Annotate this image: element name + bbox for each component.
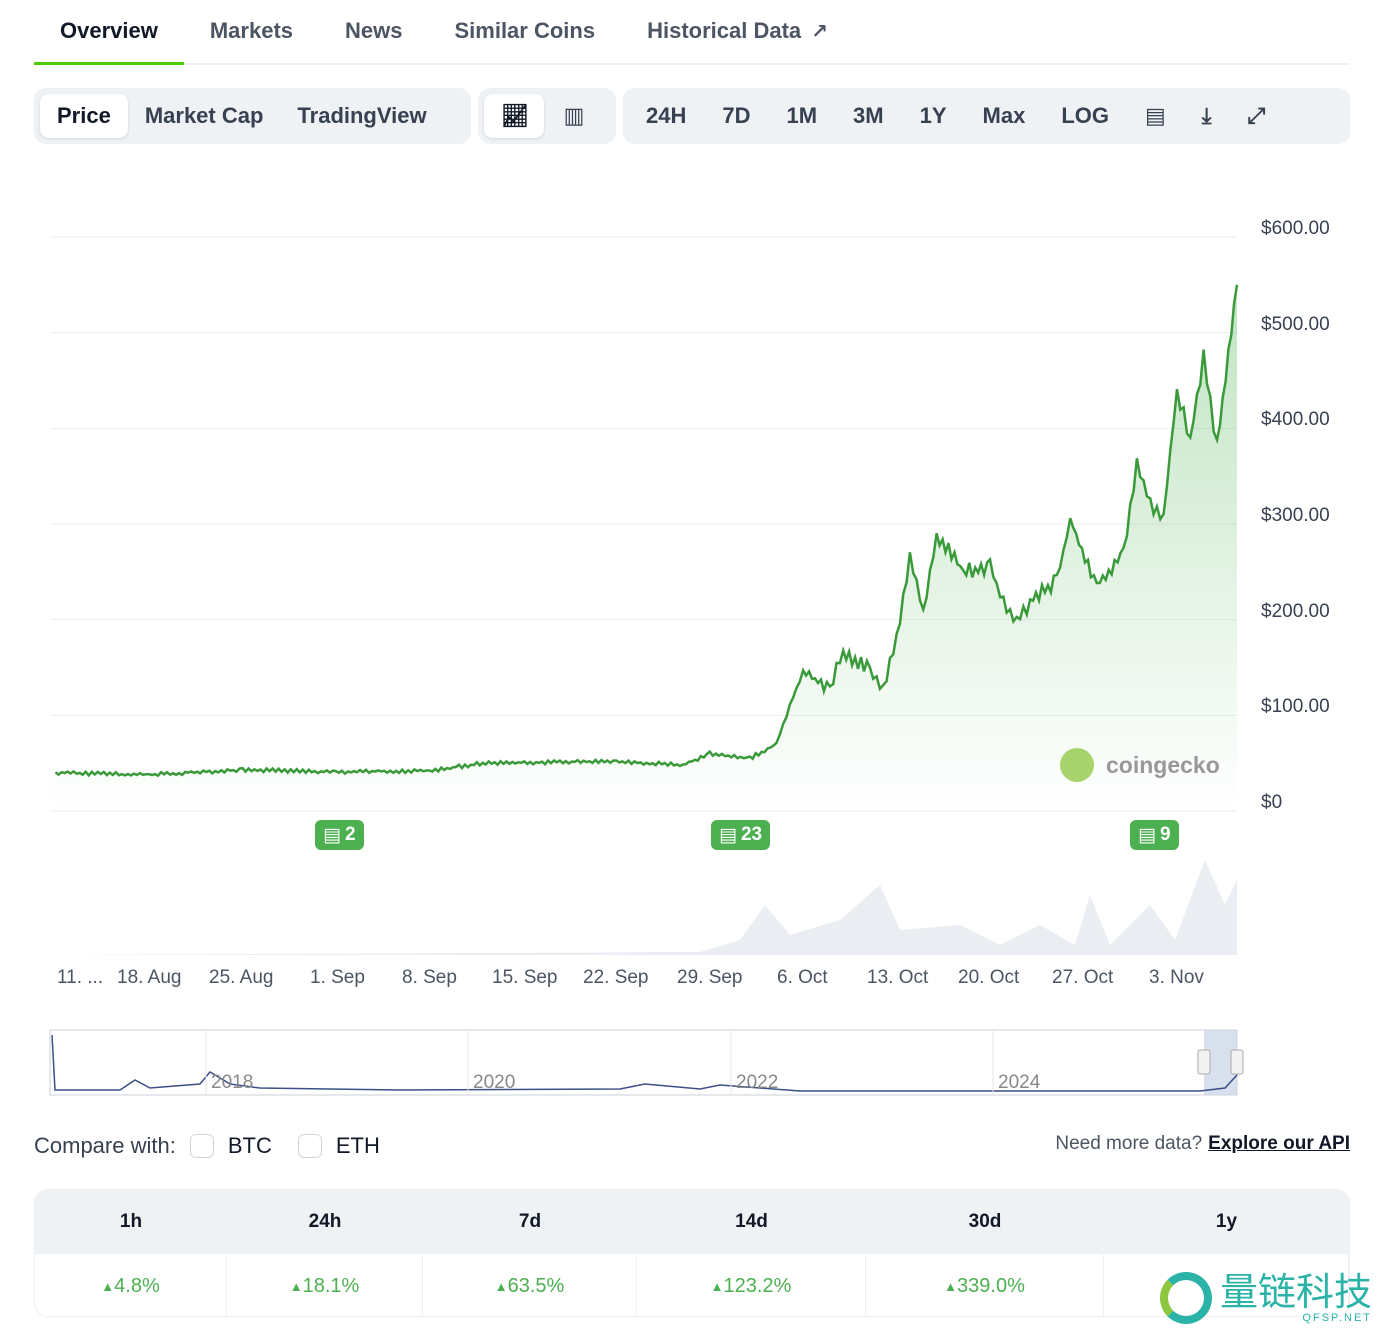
y-tick-label: $200.00 (1261, 601, 1330, 623)
up-arrow-icon: ▲ (290, 1279, 303, 1294)
y-tick-label: $100.00 (1261, 696, 1330, 718)
coingecko-watermark: coingecko (1060, 748, 1220, 782)
navigator-year-label: 2020 (473, 1072, 515, 1093)
change-value: 63.5% (508, 1275, 565, 1298)
x-tick-label: 20. Oct (958, 967, 1019, 989)
news-count: 9 (1160, 824, 1171, 846)
api-prompt: Need more data? Explore our API (1055, 1133, 1350, 1155)
x-tick-label: 29. Sep (677, 967, 743, 989)
compare-label: Compare with: (34, 1133, 176, 1159)
x-tick-label: 6. Oct (777, 967, 828, 989)
price-chart[interactable]: 2018 2020 2022 2024 (0, 0, 1380, 1100)
x-tick-label: 8. Sep (402, 967, 457, 989)
x-tick-label: 22. Sep (583, 967, 649, 989)
x-tick-label: 11. ... (57, 967, 103, 989)
x-tick-label: 15. Sep (492, 967, 558, 989)
news-icon: ▤ (719, 824, 737, 847)
x-tick-label: 13. Oct (867, 967, 928, 989)
change-value: 4.8% (114, 1275, 160, 1298)
change-14d: ▲ 123.2% (637, 1254, 866, 1317)
header-30d: 30d (866, 1190, 1104, 1254)
y-tick-label: $600.00 (1261, 218, 1330, 240)
news-badge[interactable]: ▤ 2 (315, 820, 364, 850)
change-30d: ▲ 339.0% (866, 1254, 1104, 1317)
news-count: 2 (345, 824, 356, 846)
change-value: 339.0% (957, 1275, 1025, 1298)
x-tick-label: 3. Nov (1149, 967, 1204, 989)
change-value: 123.2% (724, 1275, 792, 1298)
performance-table: 1h 24h 7d 14d 30d 1y ▲ 4.8% ▲ 18.1% ▲ 63.5% ▲ 12… (34, 1189, 1350, 1317)
up-arrow-icon: ▲ (101, 1279, 114, 1294)
header-14d: 14d (637, 1190, 866, 1254)
news-icon: ▤ (323, 824, 341, 847)
btc-checkbox[interactable] (190, 1134, 214, 1158)
up-arrow-icon: ▲ (495, 1279, 508, 1294)
watermark-text: 量链科技 (1220, 1272, 1372, 1312)
y-tick-label: $300.00 (1261, 505, 1330, 527)
news-badge[interactable]: ▤ 9 (1130, 820, 1179, 850)
x-tick-label: 27. Oct (1052, 967, 1113, 989)
btc-label: BTC (228, 1133, 272, 1159)
change-24h: ▲ 18.1% (227, 1254, 423, 1317)
news-count: 23 (741, 824, 762, 846)
header-7d: 7d (423, 1190, 637, 1254)
header-24h: 24h (227, 1190, 423, 1254)
news-badge[interactable]: ▤ 23 (711, 820, 770, 850)
qfsp-logo-icon (1160, 1272, 1212, 1324)
x-tick-label: 1. Sep (310, 967, 365, 989)
price-area (50, 285, 1237, 811)
y-tick-label: $0 (1261, 792, 1282, 814)
qfsp-watermark: 量链科技 QFSP.NET (1160, 1272, 1372, 1324)
header-1h: 1h (35, 1190, 227, 1254)
eth-checkbox[interactable] (298, 1134, 322, 1158)
y-tick-label: $500.00 (1261, 314, 1330, 336)
explore-api-link[interactable]: Explore our API (1208, 1133, 1350, 1155)
x-tick-label: 18. Aug (117, 967, 181, 989)
navigator-year-label: 2022 (736, 1072, 778, 1093)
volume-area (50, 860, 1237, 955)
navigator-year-label: 2024 (998, 1072, 1041, 1093)
y-tick-label: $400.00 (1261, 409, 1330, 431)
change-value: 18.1% (303, 1275, 360, 1298)
change-1h: ▲ 4.8% (35, 1254, 227, 1317)
news-icon: ▤ (1138, 824, 1156, 847)
navigator-handle-right[interactable] (1231, 1050, 1243, 1074)
header-1y: 1y (1104, 1190, 1349, 1254)
gecko-logo-icon (1060, 748, 1094, 782)
coingecko-text: coingecko (1106, 752, 1220, 779)
change-7d: ▲ 63.5% (423, 1254, 637, 1317)
x-tick-label: 25. Aug (209, 967, 273, 989)
up-arrow-icon: ▲ (711, 1279, 724, 1294)
up-arrow-icon: ▲ (944, 1279, 957, 1294)
api-prompt-text: Need more data? (1055, 1133, 1202, 1155)
navigator-handle-left[interactable] (1198, 1050, 1210, 1074)
eth-label: ETH (336, 1133, 380, 1159)
compare-section: Compare with: BTC ETH (34, 1133, 380, 1159)
navigator-year-label: 2018 (211, 1072, 253, 1093)
